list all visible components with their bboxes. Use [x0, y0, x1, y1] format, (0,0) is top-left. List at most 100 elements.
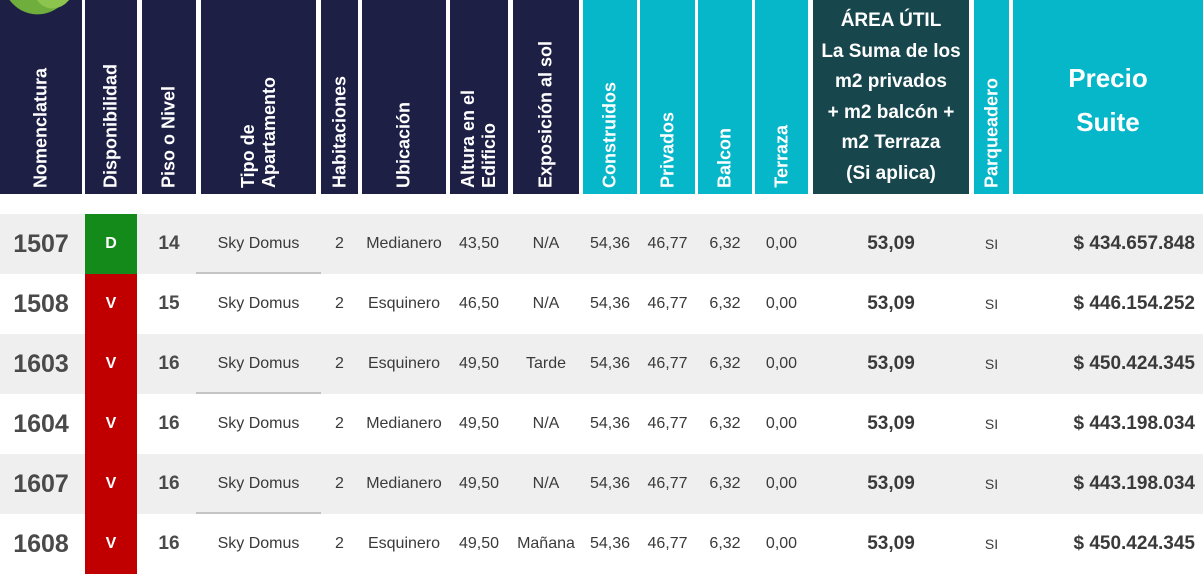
cell-nomenclatura: 1508: [13, 289, 69, 318]
header-altura: Altura en el Edificio: [450, 0, 508, 194]
cell-tipo: Sky Domus: [217, 415, 300, 432]
cell-construidos: 54,36: [589, 295, 631, 312]
cell-area-util: 53,09: [867, 533, 915, 554]
cell-altura: 46,50: [458, 295, 500, 312]
cell-parqueadero: SI: [984, 476, 999, 492]
cell-disponibilidad: V: [85, 274, 137, 334]
header-disponibilidad: Disponibilidad: [85, 0, 137, 194]
table-row: 1508 V 15 Sky Domus 2 Esquinero 46,50 N/A 54,36 4…: [0, 274, 1203, 334]
cell-tipo: Sky Domus: [217, 535, 300, 552]
cell-exposicion: N/A: [532, 235, 560, 252]
header-parqueadero: Parqueadero: [974, 0, 1009, 194]
header-exposicion: Exposición al sol: [513, 0, 579, 194]
header-piso: Piso o Nivel: [142, 0, 196, 194]
cell-ubicacion: Medianero: [366, 235, 442, 252]
cell-altura: 49,50: [458, 535, 500, 552]
cell-terraza: 0,00: [765, 535, 798, 552]
cell-disponibilidad: V: [85, 334, 137, 394]
cell-ubicacion: Medianero: [366, 475, 442, 492]
cell-construidos: 54,36: [589, 535, 631, 552]
header-precio: Precio Suite: [1013, 0, 1203, 194]
cell-piso: 14: [158, 233, 180, 254]
cell-precio: $ 450.424.345: [1073, 533, 1195, 554]
cell-habitaciones: 2: [335, 235, 344, 252]
cell-nomenclatura: 1507: [13, 229, 69, 258]
cell-terraza: 0,00: [765, 475, 798, 492]
cell-terraza: 0,00: [765, 295, 798, 312]
cell-exposicion: Mañana: [517, 535, 575, 552]
cell-ubicacion: Esquinero: [367, 535, 441, 552]
cell-construidos: 54,36: [589, 415, 631, 432]
cell-nomenclatura: 1607: [13, 469, 69, 498]
header-altura-label: Altura en el Edificio: [458, 89, 499, 188]
cell-parqueadero: SI: [984, 356, 999, 372]
cell-terraza: 0,00: [765, 235, 798, 252]
header-area-util-label: ÁREA ÚTIL La Suma de los m2 privados + m…: [821, 10, 961, 184]
header-disponibilidad-label: Disponibilidad: [100, 64, 121, 188]
header-balcon-label: Balcon: [714, 127, 735, 188]
header-area-util: ÁREA ÚTIL La Suma de los m2 privados + m…: [813, 0, 969, 194]
cell-balcon: 6,32: [709, 475, 741, 492]
cell-privados: 46,77: [647, 475, 688, 492]
cell-terraza: 0,00: [765, 355, 798, 372]
cell-habitaciones: 2: [335, 535, 344, 552]
cell-nomenclatura: 1608: [13, 529, 69, 558]
header-ubicacion: Ubicación: [362, 0, 446, 194]
cell-balcon: 6,32: [709, 295, 741, 312]
cell-ubicacion: Esquinero: [367, 295, 441, 312]
table-row: 1603 V 16 Sky Domus 2 Esquinero 49,50 Tarde 54,3…: [0, 334, 1203, 394]
header-privados: Privados: [640, 0, 695, 194]
cell-area-util: 53,09: [867, 233, 915, 254]
cell-balcon: 6,32: [709, 235, 741, 252]
cell-parqueadero: SI: [984, 416, 999, 432]
cell-nomenclatura: 1604: [13, 409, 69, 438]
cell-piso: 16: [158, 473, 180, 494]
cell-balcon: 6,32: [709, 355, 741, 372]
cell-parqueadero: SI: [984, 536, 999, 552]
cell-precio: $ 434.657.848: [1073, 233, 1195, 254]
cell-terraza: 0,00: [765, 415, 798, 432]
cell-nomenclatura: 1603: [13, 349, 69, 378]
cell-piso: 16: [158, 353, 180, 374]
cell-precio: $ 443.198.034: [1073, 413, 1195, 434]
header-terraza-label: Terraza: [771, 125, 791, 188]
cell-exposicion: N/A: [532, 415, 560, 432]
cell-construidos: 54,36: [589, 355, 631, 372]
cell-habitaciones: 2: [335, 475, 344, 492]
header-nomenclatura-label: Nomenclatura: [30, 67, 51, 188]
cell-ubicacion: Medianero: [366, 415, 442, 432]
cell-disponibilidad: D: [85, 214, 137, 274]
cell-exposicion: N/A: [532, 295, 560, 312]
cell-altura: 49,50: [458, 355, 500, 372]
cell-precio: $ 443.198.034: [1073, 473, 1195, 494]
cell-balcon: 6,32: [709, 535, 741, 552]
cell-piso: 16: [158, 413, 180, 434]
cell-precio: $ 446.154.252: [1073, 293, 1195, 314]
cell-disponibilidad: V: [85, 394, 137, 454]
table-row: 1608 V 16 Sky Domus 2 Esquinero 49,50 Mañana 54,…: [0, 514, 1203, 574]
cell-altura: 43,50: [458, 235, 500, 252]
cell-tipo: Sky Domus: [217, 235, 300, 252]
row-separator: [196, 392, 321, 394]
cell-precio: $ 450.424.345: [1073, 353, 1195, 374]
header-nomenclatura: Nomenclatura: [0, 0, 82, 194]
cell-tipo: Sky Domus: [217, 475, 300, 492]
cell-habitaciones: 2: [335, 415, 344, 432]
cell-habitaciones: 2: [335, 295, 344, 312]
header-tipo: Tipo de Apartamento: [201, 0, 316, 194]
cell-area-util: 53,09: [867, 413, 915, 434]
cell-privados: 46,77: [647, 235, 688, 252]
cell-construidos: 54,36: [589, 235, 631, 252]
cell-tipo: Sky Domus: [217, 295, 300, 312]
cell-privados: 46,77: [647, 415, 688, 432]
cell-parqueadero: SI: [984, 296, 999, 312]
cell-piso: 16: [158, 533, 180, 554]
table-row: 1604 V 16 Sky Domus 2 Medianero 49,50 N/A 54,36 4…: [0, 394, 1203, 454]
cell-tipo: Sky Domus: [217, 355, 300, 372]
header-construidos: Construidos: [583, 0, 637, 194]
cell-privados: 46,77: [647, 355, 688, 372]
row-separator: [196, 512, 321, 514]
cell-parqueadero: SI: [984, 236, 999, 252]
cell-balcon: 6,32: [709, 415, 741, 432]
cell-altura: 49,50: [458, 475, 500, 492]
